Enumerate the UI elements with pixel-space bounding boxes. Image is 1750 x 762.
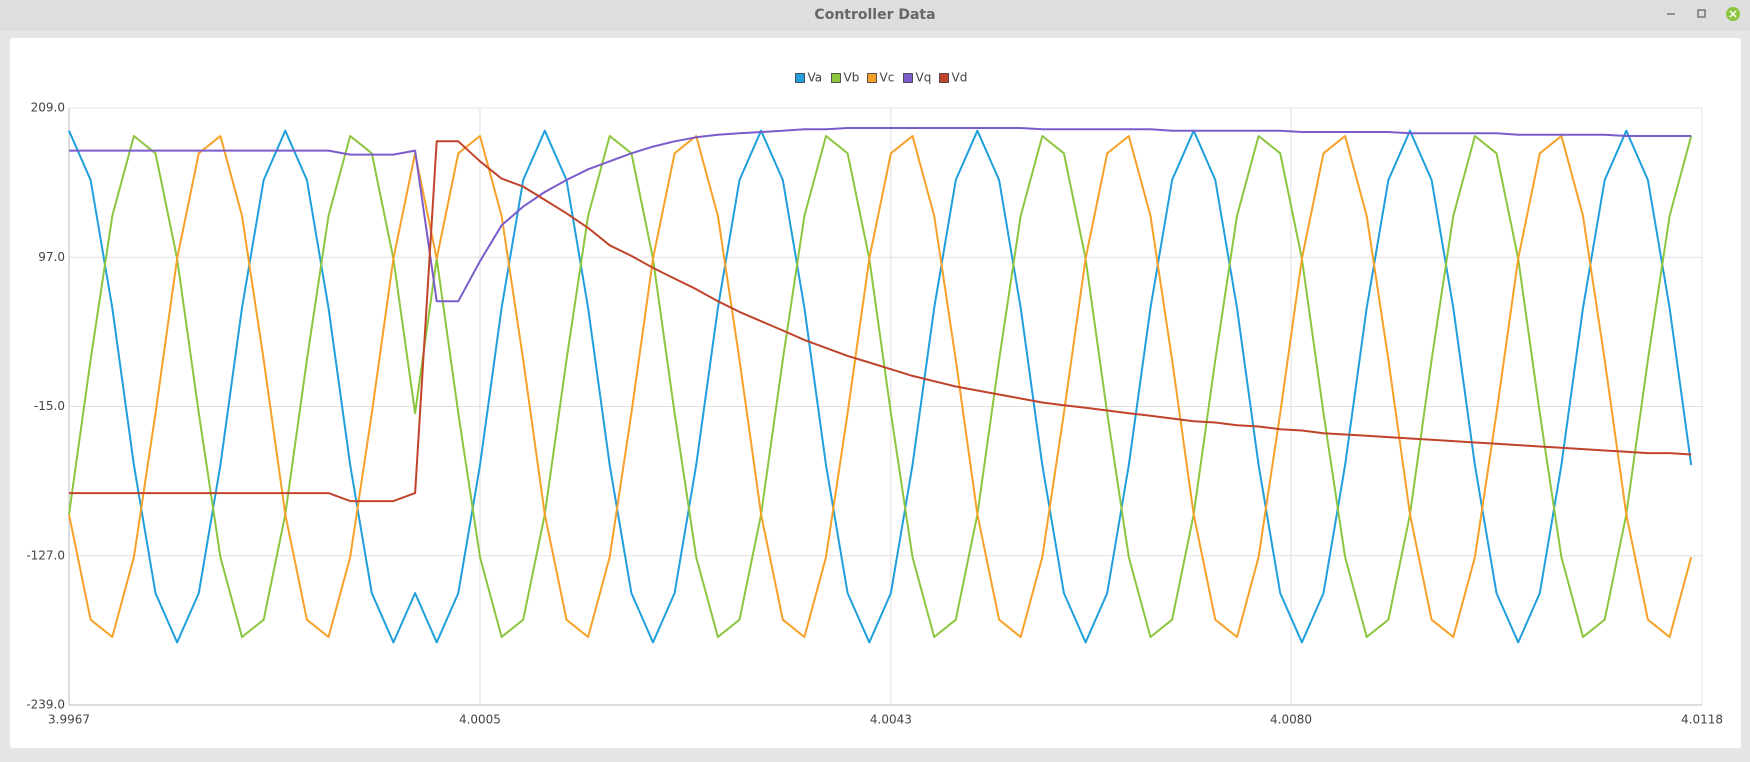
x-tick-label: 4.0043 — [870, 713, 912, 727]
x-tick-label: 3.9967 — [48, 713, 90, 727]
legend-label: Vb — [844, 71, 860, 85]
legend-swatch — [831, 73, 841, 83]
legend-label: Va — [808, 71, 823, 85]
legend-swatch — [939, 73, 949, 83]
y-tick-label: 209.0 — [31, 101, 65, 115]
x-tick-label: 4.0118 — [1681, 713, 1723, 727]
y-tick-label: 97.0 — [38, 250, 65, 264]
legend-swatch — [867, 73, 877, 83]
legend-swatch — [903, 73, 913, 83]
legend-swatch — [795, 73, 805, 83]
window-title: Controller Data — [814, 7, 935, 23]
x-tick-label: 4.0005 — [459, 713, 501, 727]
legend-label: Vd — [952, 71, 968, 85]
y-tick-label: -15.0 — [34, 399, 65, 413]
series-line — [69, 140, 1692, 503]
chart-panel — [10, 38, 1741, 748]
y-tick-label: -127.0 — [26, 548, 65, 562]
legend-label: Vq — [916, 71, 932, 85]
series-line — [68, 135, 1693, 638]
series-line — [68, 129, 1693, 644]
legend-label: Vc — [880, 71, 895, 85]
x-tick-label: 4.0080 — [1270, 713, 1312, 727]
close-icon — [1729, 10, 1737, 18]
title-bar — [0, 0, 1750, 31]
series-line — [68, 135, 1693, 638]
maximize-button[interactable] — [1697, 9, 1706, 18]
plot: 209.0 97.0 -15.0 -127.0 -239.03.9967 4.0005 4.… — [26, 71, 1723, 727]
y-tick-label: -239.0 — [26, 698, 65, 712]
series-line — [69, 127, 1692, 303]
